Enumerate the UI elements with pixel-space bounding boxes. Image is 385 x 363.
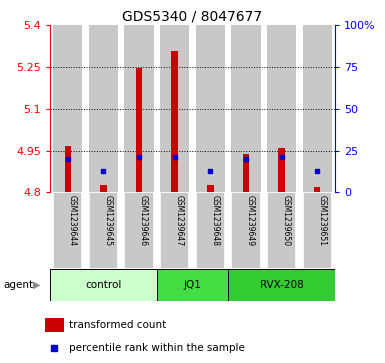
Bar <box>267 192 296 269</box>
Bar <box>89 25 118 192</box>
Text: GSM1239647: GSM1239647 <box>175 195 184 246</box>
Bar <box>89 192 118 269</box>
Bar <box>124 192 154 269</box>
Text: GSM1239645: GSM1239645 <box>104 195 112 246</box>
Bar <box>65 146 71 192</box>
Bar <box>100 185 107 192</box>
Bar <box>231 25 261 192</box>
Bar <box>136 68 142 192</box>
Bar <box>243 154 249 192</box>
Bar <box>267 25 296 192</box>
Text: percentile rank within the sample: percentile rank within the sample <box>69 343 245 352</box>
Bar <box>45 318 64 332</box>
Text: JQ1: JQ1 <box>184 280 201 290</box>
Text: GSM1239644: GSM1239644 <box>68 195 77 246</box>
Text: transformed count: transformed count <box>69 320 166 330</box>
Bar <box>196 25 225 192</box>
Bar <box>171 51 178 192</box>
Bar <box>196 192 225 269</box>
Bar <box>53 25 82 192</box>
Bar <box>314 187 320 192</box>
Bar <box>160 25 189 192</box>
Text: agent: agent <box>4 280 34 290</box>
Text: control: control <box>85 280 122 290</box>
Bar <box>160 192 189 269</box>
Text: GSM1239646: GSM1239646 <box>139 195 148 246</box>
Text: ▶: ▶ <box>33 280 40 290</box>
Text: GDS5340 / 8047677: GDS5340 / 8047677 <box>122 9 263 23</box>
Bar <box>303 192 332 269</box>
Bar <box>278 148 285 192</box>
Text: GSM1239648: GSM1239648 <box>210 195 219 246</box>
Text: GSM1239650: GSM1239650 <box>281 195 291 246</box>
Bar <box>228 269 335 301</box>
Bar <box>124 25 154 192</box>
Bar <box>231 192 261 269</box>
Bar <box>50 269 157 301</box>
Bar <box>53 192 82 269</box>
Bar <box>207 185 214 192</box>
Bar <box>157 269 228 301</box>
Text: GSM1239649: GSM1239649 <box>246 195 255 246</box>
Text: RVX-208: RVX-208 <box>259 280 303 290</box>
Text: GSM1239651: GSM1239651 <box>317 195 326 246</box>
Bar <box>303 25 332 192</box>
